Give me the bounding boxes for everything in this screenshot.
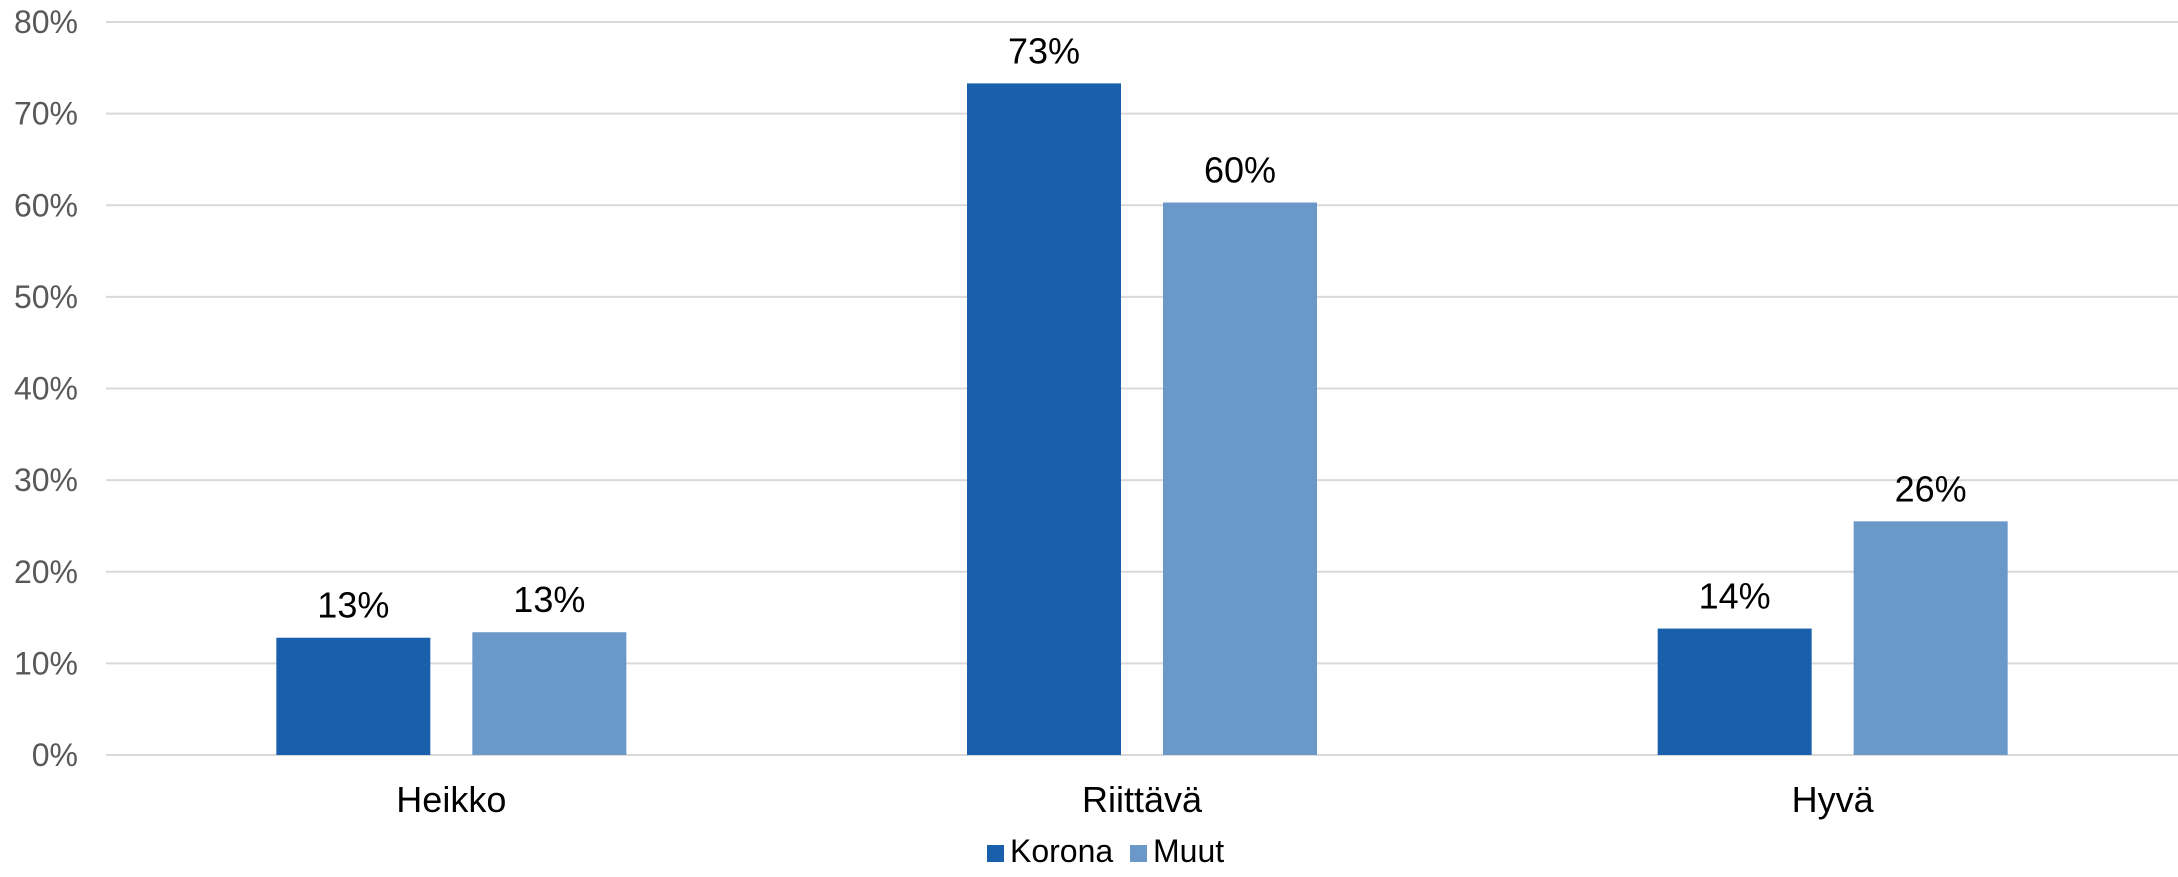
data-label: 13% [513, 579, 585, 620]
bar-muut-0 [472, 632, 627, 755]
bar-korona-2 [1657, 628, 1812, 755]
data-label: 26% [1895, 468, 1967, 509]
x-category-label: Hyvä [1792, 779, 1875, 820]
y-tick-label: 30% [14, 462, 78, 498]
y-tick-label: 0% [32, 737, 78, 773]
y-tick-label: 80% [14, 4, 78, 40]
bar-muut-1 [1163, 202, 1317, 756]
x-category-label: Riittävä [1082, 779, 1203, 820]
bar-korona-0 [276, 637, 431, 755]
y-tick-label: 20% [14, 554, 78, 590]
legend-swatch-muut [1130, 845, 1147, 862]
x-axis-categories: Heikko Riittävä Hyvä [396, 779, 1874, 820]
y-tick-label: 70% [14, 96, 78, 132]
x-category-label: Heikko [396, 779, 506, 820]
bar-muut-2 [1853, 521, 2008, 755]
data-labels: 13% 13% 73% 60% 14% 26% [317, 30, 1966, 625]
data-label: 60% [1204, 150, 1276, 191]
data-label: 13% [317, 585, 389, 626]
y-tick-label: 40% [14, 371, 78, 407]
y-tick-label: 50% [14, 279, 78, 315]
y-tick-label: 60% [14, 187, 78, 223]
gridlines [106, 21, 2178, 756]
data-label: 14% [1699, 576, 1771, 617]
bars [276, 83, 2008, 756]
data-label: 73% [1008, 30, 1080, 71]
legend-label-korona: Korona [1010, 833, 1113, 869]
legend: Korona Muut [987, 833, 1224, 869]
legend-label-muut: Muut [1153, 833, 1224, 869]
y-tick-label: 10% [14, 645, 78, 681]
y-axis-ticks: 0% 10% 20% 30% 40% 50% 60% 70% 80% [14, 4, 78, 773]
legend-swatch-korona [987, 845, 1004, 862]
bar-korona-1 [967, 83, 1121, 756]
